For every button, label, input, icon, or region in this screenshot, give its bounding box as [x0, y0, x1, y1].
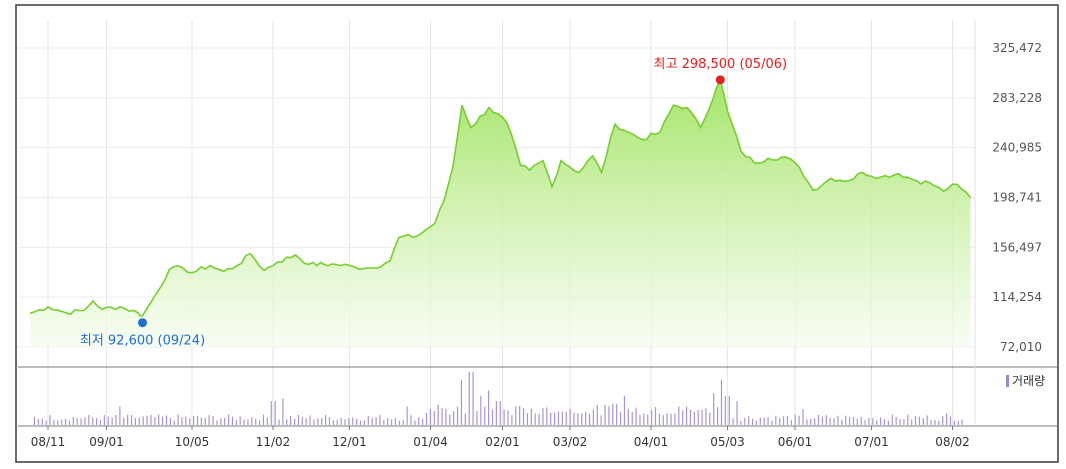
x-tick-label: 12/01 [332, 435, 367, 449]
legend: 거래량 [1006, 374, 1045, 388]
x-tick-label: 03/02 [553, 435, 588, 449]
volume-bars [33, 372, 963, 425]
x-tick-label: 08/02 [935, 435, 970, 449]
x-tick-label: 11/02 [256, 435, 291, 449]
x-tick-labels: 08/11 09/01 10/05 11/02 12/01 01/04 02/01 03/02… [31, 426, 970, 449]
high-label: 최고 298,500 (05/06) [654, 57, 788, 72]
volume-legend-swatch [1006, 375, 1009, 387]
price-area [29, 77, 972, 348]
y-tick-label: 72,010 [1000, 340, 1042, 354]
x-tick-label: 07/01 [854, 435, 889, 449]
extreme-markers: 최고 298,500 (05/06) 최저 92,600 (09/24) [80, 57, 787, 349]
x-tick-label: 05/03 [710, 435, 745, 449]
x-tick-label: 10/05 [175, 435, 210, 449]
y-tick-labels: 325,472 283,228 240,985 198,741 156,497 114,2… [992, 41, 1042, 354]
x-tick-label: 02/01 [485, 435, 520, 449]
x-tick-label: 08/11 [31, 435, 66, 449]
y-tick-label: 156,497 [992, 240, 1042, 254]
x-tick-label: 04/01 [634, 435, 669, 449]
y-tick-label: 240,985 [992, 141, 1042, 155]
price-area-fill [30, 79, 971, 348]
high-marker [715, 75, 725, 85]
x-tick-label: 01/04 [413, 435, 448, 449]
y-tick-label: 114,254 [992, 290, 1042, 304]
y-tick-label: 283,228 [992, 91, 1042, 105]
volume-legend-label: 거래량 [1012, 374, 1045, 388]
x-tick-label: 06/01 [778, 435, 813, 449]
y-tick-label: 198,741 [992, 191, 1042, 205]
low-marker [138, 318, 147, 328]
axis-lines [18, 20, 1057, 427]
low-label: 최저 92,600 (09/24) [80, 334, 205, 349]
price-line [29, 77, 972, 317]
y-tick-label: 325,472 [992, 41, 1042, 55]
x-tick-label: 09/01 [89, 435, 124, 449]
